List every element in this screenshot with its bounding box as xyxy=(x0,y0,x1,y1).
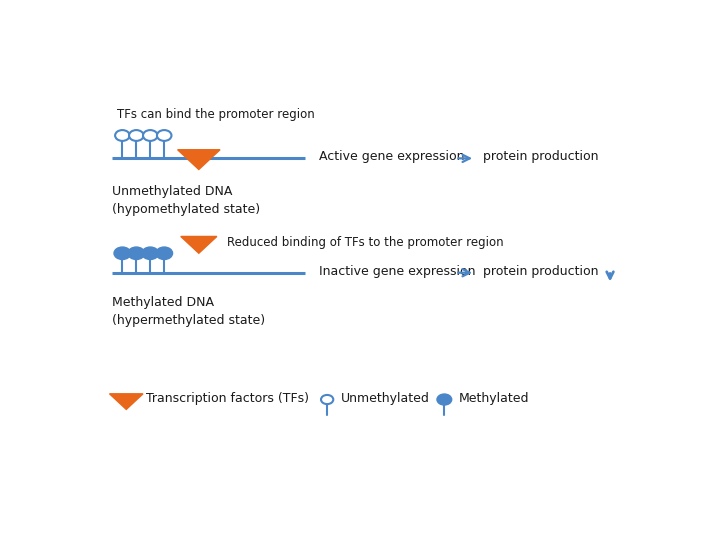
Circle shape xyxy=(129,130,143,141)
Text: Unmethylated: Unmethylated xyxy=(341,392,430,405)
Text: Unmethylated DNA
(hypomethylated state): Unmethylated DNA (hypomethylated state) xyxy=(112,185,261,217)
Circle shape xyxy=(114,247,131,260)
Circle shape xyxy=(142,247,158,260)
Polygon shape xyxy=(181,237,217,253)
Circle shape xyxy=(115,130,130,141)
Polygon shape xyxy=(109,394,143,409)
Circle shape xyxy=(128,247,145,260)
Circle shape xyxy=(157,130,171,141)
Circle shape xyxy=(437,394,451,405)
Circle shape xyxy=(156,247,173,260)
Text: Active gene expression: Active gene expression xyxy=(319,150,464,163)
Text: Methylated: Methylated xyxy=(459,392,528,405)
Text: Inactive gene expression: Inactive gene expression xyxy=(319,265,475,278)
Text: Methylated DNA
(hypermethylated state): Methylated DNA (hypermethylated state) xyxy=(112,295,266,327)
Text: Reduced binding of TFs to the promoter region: Reduced binding of TFs to the promoter r… xyxy=(227,237,503,249)
Text: Transcription factors (TFs): Transcription factors (TFs) xyxy=(145,392,309,405)
Text: protein production: protein production xyxy=(483,265,599,278)
Circle shape xyxy=(143,130,158,141)
Circle shape xyxy=(321,395,333,404)
Text: protein production: protein production xyxy=(483,150,599,163)
Text: TFs can bind the promoter region: TFs can bind the promoter region xyxy=(117,108,315,121)
Polygon shape xyxy=(178,150,220,170)
